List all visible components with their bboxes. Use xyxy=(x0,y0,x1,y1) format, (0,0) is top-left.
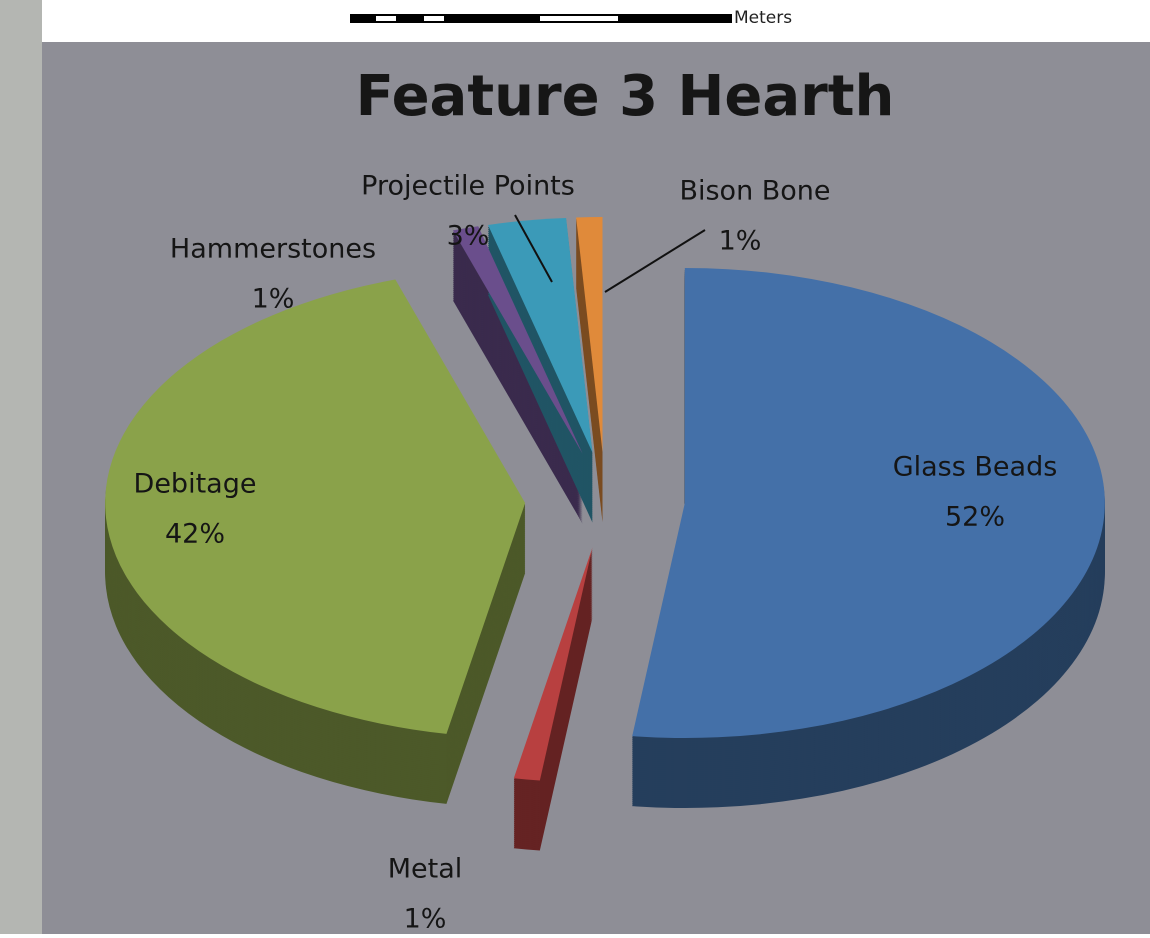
slice-label: Debitage xyxy=(134,469,257,500)
scale-bar-gap xyxy=(540,16,618,21)
map-edge xyxy=(0,0,42,934)
slice-label: Hammerstones xyxy=(170,234,376,265)
slice-label: Projectile Points xyxy=(361,171,575,202)
slice-label: Bison Bone xyxy=(679,176,830,207)
scale-bar xyxy=(350,14,732,23)
slice xyxy=(452,226,583,454)
slice xyxy=(105,279,526,734)
chart-title: Feature 3 Hearth xyxy=(356,64,895,129)
slice xyxy=(576,217,603,453)
slice-value-label: 1% xyxy=(719,226,762,257)
slice-value-label: 3% xyxy=(447,221,490,252)
scale-bar-gap xyxy=(376,16,396,21)
slice-value-label: 52% xyxy=(945,502,1005,533)
slice xyxy=(632,268,1105,739)
slice-value-label: 1% xyxy=(252,284,295,315)
slice-label: Glass Beads xyxy=(893,452,1058,483)
leader-line xyxy=(604,229,706,293)
slice-value-label: 42% xyxy=(165,519,225,550)
scale-bar-gap xyxy=(424,16,444,21)
slice xyxy=(488,218,593,453)
slice-label: Metal xyxy=(388,854,463,885)
leader-line xyxy=(514,214,553,283)
scale-unit: Meters xyxy=(734,8,792,28)
slice-value-label: 1% xyxy=(404,904,447,935)
slice xyxy=(513,547,593,781)
